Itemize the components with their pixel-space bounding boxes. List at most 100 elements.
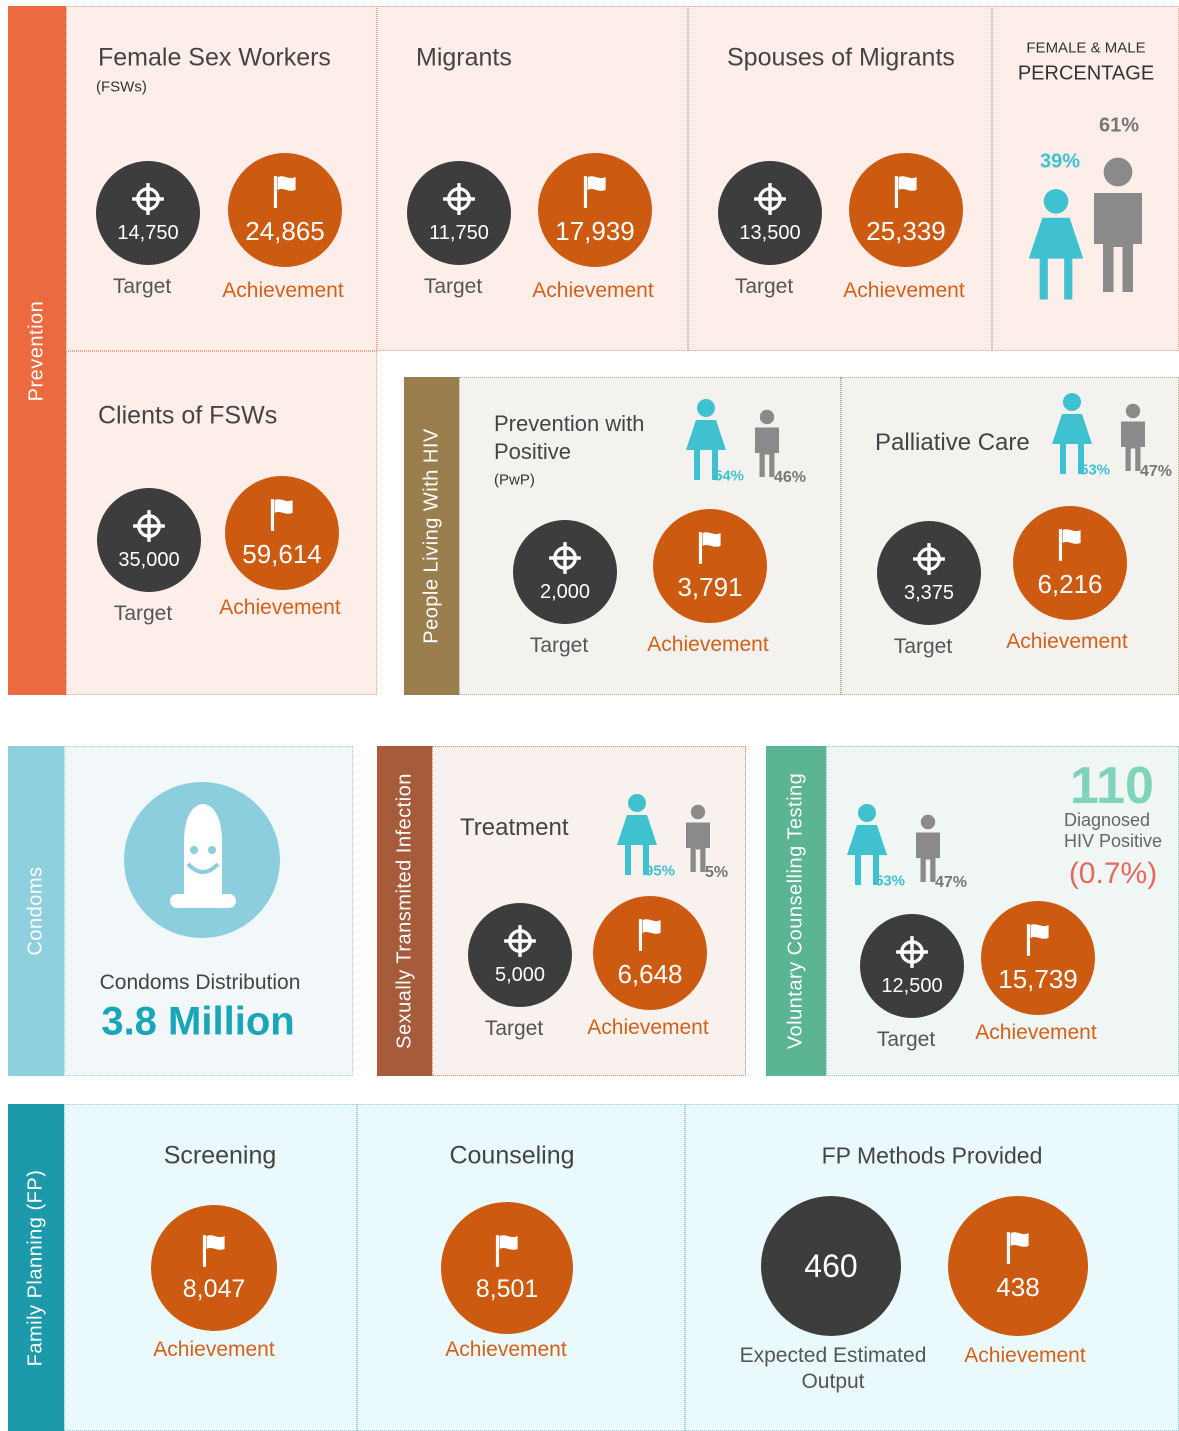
section-label: Voluntary Counselling Testing	[785, 773, 808, 1050]
icon	[697, 530, 723, 566]
achievement-label: Achievement	[647, 633, 768, 657]
target-circle-value: 3,375	[904, 582, 954, 605]
icon	[494, 1233, 520, 1269]
achievement-label: Achievement	[587, 1016, 708, 1040]
achievement-circle: 8,501	[441, 1202, 573, 1334]
icon	[1025, 922, 1051, 958]
icon	[131, 182, 165, 216]
achievement-label: Achievement	[964, 1344, 1085, 1368]
achievement-circle: 6,216	[1013, 506, 1127, 620]
target-label: Target	[530, 634, 588, 658]
card-subtitle: (PwP)	[494, 472, 535, 489]
card-title: Treatment	[460, 814, 568, 842]
achievement-circle-value: 17,939	[555, 216, 635, 247]
icon	[548, 541, 582, 575]
card-title: Palliative Care	[875, 429, 1030, 457]
achievement-label: Achievement	[1006, 630, 1127, 654]
icon	[895, 935, 929, 969]
achievement-circle: 24,865	[228, 153, 342, 267]
diagnosed-count: 110	[1070, 756, 1154, 816]
target-label: Target	[877, 1028, 935, 1052]
expected-label: Expected Estimated Output	[718, 1343, 948, 1395]
achievement-label: Achievement	[222, 279, 343, 303]
female-percentage: 54%	[714, 468, 744, 485]
achievement-label: Achievement	[445, 1338, 566, 1362]
icon	[132, 509, 166, 543]
female-percentage: 39%	[1040, 151, 1080, 174]
section-label: Sexually Transmited Infection	[393, 773, 416, 1049]
card-subtitle: (FSWs)	[96, 79, 147, 96]
achievement-circle-value: 25,339	[866, 216, 946, 247]
male-percentage: 5%	[705, 864, 728, 882]
achievement-circle: 3,791	[653, 509, 767, 623]
card-title: Female Sex Workers	[98, 44, 331, 73]
male-percentage: 61%	[1099, 115, 1139, 138]
target-circle: 3,375	[877, 521, 981, 625]
person-icon	[1088, 144, 1148, 308]
gender-title: PERCENTAGE	[1018, 63, 1154, 86]
target-circle-value: 2,000	[540, 581, 590, 604]
target-label: Target	[114, 602, 172, 626]
card-title: Spouses of Migrants	[727, 44, 955, 73]
target-label: Target	[113, 275, 171, 299]
achievement-label: Achievement	[153, 1338, 274, 1362]
target-circle-value: 12,500	[881, 975, 942, 998]
target-circle: 12,500	[860, 914, 964, 1018]
achievement-circle-value: 438	[996, 1272, 1039, 1303]
achievement-circle-value: 6,216	[1037, 569, 1102, 600]
section-label: Condoms	[25, 866, 48, 955]
card-title: Counseling	[449, 1142, 574, 1171]
card-title: Prevention with Positive	[494, 410, 684, 466]
icon	[442, 182, 476, 216]
icon	[201, 1233, 227, 1269]
achievement-circle-value: 15,739	[998, 964, 1078, 995]
achievement-label: Achievement	[843, 279, 964, 303]
condoms-title: Condoms Distribution	[100, 971, 301, 995]
condoms-value: 3.8 Million	[101, 1000, 294, 1045]
achievement-circle-value: 6,648	[617, 959, 682, 990]
achievement-circle: 15,739	[981, 901, 1095, 1015]
card-title: FP Methods Provided	[822, 1143, 1043, 1170]
icon	[269, 497, 295, 533]
achievement-circle-value: 3,791	[677, 572, 742, 603]
achievement-label: Achievement	[219, 596, 340, 620]
expected-circle: 460	[761, 1196, 901, 1336]
infographic: Prevention People Living With HIV Condoms S…	[0, 0, 1179, 1431]
icon	[582, 174, 608, 210]
target-circle-value: 11,750	[429, 222, 489, 245]
icon	[1057, 527, 1083, 563]
male-percentage: 47%	[1140, 463, 1172, 481]
icon	[1005, 1230, 1031, 1266]
icon	[893, 174, 919, 210]
section-label: People Living With HIV	[420, 428, 443, 644]
achievement-circle: 438	[948, 1196, 1088, 1336]
expected-circle-value: 460	[804, 1248, 857, 1285]
achievement-label: Achievement	[532, 279, 653, 303]
target-circle: 2,000	[513, 520, 617, 624]
achievement-circle-value: 8,501	[476, 1275, 539, 1304]
person-icon	[1026, 184, 1086, 306]
achievement-circle: 6,648	[593, 896, 707, 1010]
achievement-circle: 17,939	[538, 153, 652, 267]
target-circle-value: 13,500	[739, 222, 800, 245]
condom-icon	[162, 802, 244, 910]
achievement-circle-value: 8,047	[183, 1275, 246, 1304]
card-title: Migrants	[416, 44, 512, 73]
female-percentage: 53%	[875, 873, 905, 890]
card-title: Clients of FSWs	[98, 402, 277, 431]
female-percentage: 53%	[1080, 462, 1110, 479]
section-label: Prevention	[26, 300, 49, 401]
female-percentage: 95%	[645, 863, 675, 880]
target-circle: 5,000	[468, 903, 572, 1007]
icon	[753, 182, 787, 216]
diagnosed-label: Diagnosed HIV Positive	[1064, 810, 1174, 852]
achievement-circle-value: 24,865	[245, 216, 325, 247]
achievement-label: Achievement	[975, 1021, 1096, 1045]
target-circle: 14,750	[96, 161, 200, 265]
card-title: Screening	[164, 1142, 277, 1171]
achievement-circle: 59,614	[225, 476, 339, 590]
achievement-circle: 8,047	[151, 1205, 277, 1331]
target-circle-value: 5,000	[495, 964, 545, 987]
gender-title: FEMALE & MALE	[1026, 40, 1145, 57]
icon	[503, 924, 537, 958]
